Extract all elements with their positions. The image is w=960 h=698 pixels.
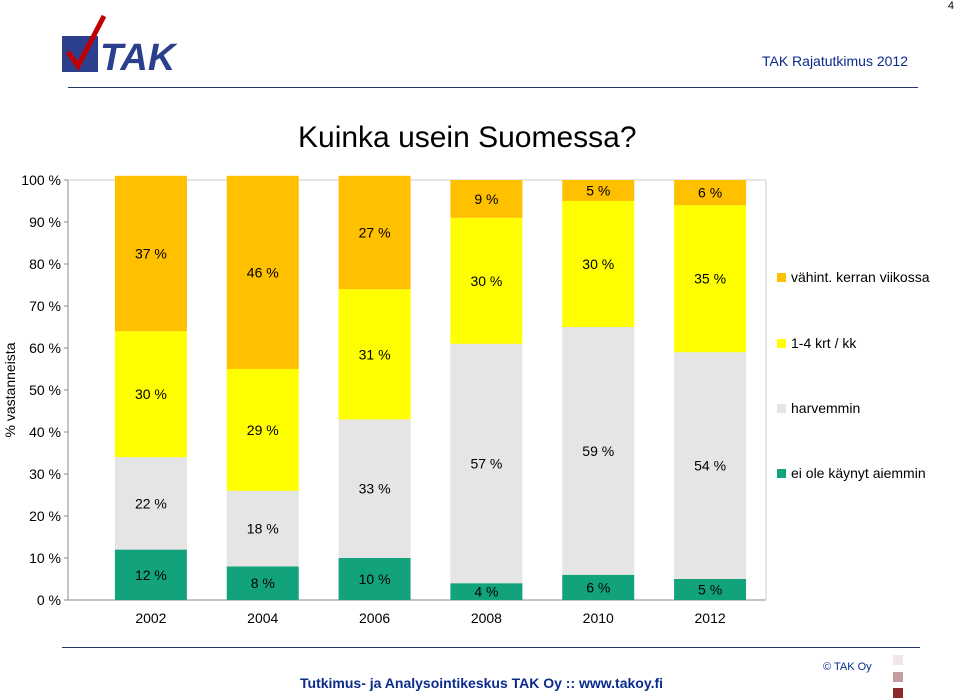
bar-segment — [226, 566, 299, 600]
bar-segment — [562, 201, 635, 327]
bar-segment — [114, 457, 187, 550]
x-tick-label: 2004 — [247, 610, 278, 626]
bar-segment — [450, 343, 523, 584]
y-tick-label: 20 % — [29, 508, 61, 524]
data-label: 59 % — [582, 443, 614, 459]
bar-segment — [114, 175, 187, 332]
data-label: 29 % — [247, 422, 279, 438]
logo-check — [65, 14, 107, 71]
legend-swatch — [777, 469, 786, 478]
page-number: 4 — [947, 0, 954, 12]
bar-segment — [226, 369, 299, 491]
x-tick-label: 2008 — [471, 610, 502, 626]
bar-segment — [338, 175, 411, 290]
data-label: 37 % — [135, 246, 167, 262]
x-tick-label: 2010 — [583, 610, 614, 626]
y-tick-label: 50 % — [29, 382, 61, 398]
bar-segment — [450, 180, 523, 218]
legend-label: vähint. kerran viikossa — [791, 269, 930, 285]
data-label: 18 % — [247, 521, 279, 537]
data-label: 46 % — [247, 264, 279, 280]
data-label: 6 % — [586, 579, 610, 595]
y-axis-label: % vastanneista — [2, 342, 18, 437]
bar-segment — [562, 180, 635, 201]
data-label: 5 % — [586, 183, 610, 199]
data-label: 6 % — [698, 185, 722, 201]
legend-swatch — [777, 273, 786, 282]
header-divider — [68, 87, 918, 88]
footer-square-dark — [893, 688, 903, 698]
y-tick-label: 60 % — [29, 340, 61, 356]
bar-segment — [114, 549, 187, 600]
data-label: 30 % — [470, 273, 502, 289]
bar-segment — [674, 180, 747, 206]
data-label: 30 % — [135, 386, 167, 402]
bar-segment — [226, 175, 299, 369]
y-tick-label: 90 % — [29, 214, 61, 230]
data-label: 57 % — [470, 456, 502, 472]
data-label: 10 % — [359, 571, 391, 587]
data-label: 31 % — [359, 346, 391, 362]
data-label: 5 % — [698, 582, 722, 598]
legend-swatch — [777, 404, 786, 413]
bar-segment — [674, 579, 747, 600]
legend-swatch — [777, 339, 786, 348]
bar-segment — [562, 327, 635, 575]
y-tick-label: 30 % — [29, 466, 61, 482]
y-tick-label: 0 % — [37, 592, 61, 608]
bar-segment — [450, 583, 523, 600]
bar-segment — [674, 205, 747, 353]
bar-segment — [338, 289, 411, 420]
data-label: 9 % — [474, 191, 498, 207]
y-tick-label: 100 % — [21, 172, 61, 188]
report-title: TAK Rajatutkimus 2012 — [761, 53, 908, 69]
footer-divider — [62, 647, 920, 648]
legend-label: ei ole käynyt aiemmin — [791, 465, 926, 481]
data-label: 30 % — [582, 256, 614, 272]
y-tick-label: 80 % — [29, 256, 61, 272]
x-tick-label: 2002 — [135, 610, 166, 626]
data-label: 8 % — [251, 575, 275, 591]
y-tick-label: 10 % — [29, 550, 61, 566]
footer-square-light — [893, 655, 903, 665]
data-label: 27 % — [359, 225, 391, 241]
data-label: 12 % — [135, 567, 167, 583]
data-label: 54 % — [694, 458, 726, 474]
footer-square-mid — [893, 672, 903, 682]
x-tick-label: 2012 — [695, 610, 726, 626]
y-tick-label: 40 % — [29, 424, 61, 440]
data-label: 4 % — [474, 584, 498, 600]
tak-logo: TAK — [60, 14, 200, 80]
bar-segment — [114, 331, 187, 458]
bar-segment — [338, 419, 411, 558]
data-label: 22 % — [135, 495, 167, 511]
copyright: © TAK Oy — [823, 661, 872, 673]
bar-segment — [562, 574, 635, 600]
bar-segment — [674, 352, 747, 579]
bar-segment — [226, 490, 299, 567]
bar-segment — [450, 217, 523, 344]
data-label: 33 % — [359, 481, 391, 497]
x-tick-label: 2006 — [359, 610, 390, 626]
legend-label: harvemmin — [791, 400, 860, 416]
bar-segment — [338, 558, 411, 600]
logo-text: TAK — [100, 37, 178, 79]
y-tick-label: 70 % — [29, 298, 61, 314]
chart-title: Kuinka usein Suomessa? — [298, 121, 637, 154]
data-label: 35 % — [694, 271, 726, 287]
legend-label: 1-4 krt / kk — [791, 335, 857, 351]
footer-text: Tutkimus- ja Analysointikeskus TAK Oy ::… — [300, 675, 664, 691]
